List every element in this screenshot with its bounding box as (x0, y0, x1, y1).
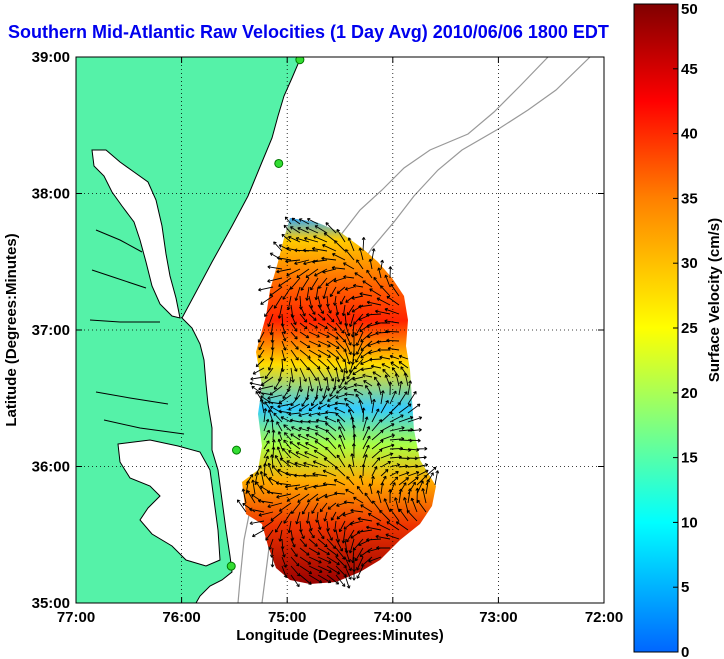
colorbar-tick-label: 10 (681, 514, 698, 531)
chesapeake-bay (91, 149, 181, 319)
y-tick-label: 38:00 (32, 186, 70, 203)
rivers (89, 229, 185, 435)
radar-site-marker (232, 445, 242, 455)
x-axis-ticks: 77:00 76:00 75:00 74:00 73:00 72:00 (57, 57, 623, 626)
colorbar-tick-label: 15 (681, 450, 698, 467)
radar-site-marker (274, 158, 284, 168)
colorbar-tick-label: 35 (681, 190, 698, 207)
y-tick-label: 35:00 (32, 595, 70, 612)
velocity-vectors (236, 216, 440, 589)
y-tick-label: 39:00 (32, 49, 70, 66)
y-tick-label: 36:00 (32, 459, 70, 476)
colorbar-tick-label: 40 (681, 126, 698, 143)
x-axis-label: Longitude (Degrees:Minutes) (236, 627, 444, 644)
y-tick-label: 37:00 (32, 322, 70, 339)
map-title: Southern Mid-Atlantic Raw Velocities (1 … (8, 22, 609, 42)
colorbar-tick-label: 45 (681, 61, 698, 78)
x-tick-label: 74:00 (374, 609, 412, 626)
radar-site-marker (295, 57, 305, 65)
x-tick-label: 76:00 (162, 609, 200, 626)
colorbar-tick-label: 20 (681, 385, 698, 402)
radar-site-marker (226, 561, 236, 571)
colorbar-tick-label: 0 (681, 644, 689, 659)
y-axis-ticks: 35:00 36:00 37:00 38:00 39:00 (32, 49, 604, 612)
colorbar (633, 3, 679, 653)
velocity-arrows (236, 216, 440, 589)
x-tick-label: 72:00 (585, 609, 623, 626)
colorbar-tick-label: 25 (681, 320, 698, 337)
grid-lines (76, 57, 604, 603)
x-tick-label: 77:00 (57, 609, 95, 626)
colorbar-tick-label: 30 (681, 255, 698, 272)
radar-sites (226, 57, 305, 571)
colorbar-ticks: 0 5 10 15 20 25 30 35 40 45 50 (673, 1, 698, 659)
x-tick-label: 75:00 (268, 609, 306, 626)
colorbar-tick-label: 5 (681, 579, 689, 596)
x-tick-label: 73:00 (479, 609, 517, 626)
colorbar-label: Surface Velocity (cm/s) (706, 218, 723, 382)
colorbar-tick-label: 50 (681, 1, 698, 18)
y-axis-label: Latitude (Degrees:Minutes) (3, 233, 20, 426)
pamlico-sound (117, 439, 221, 567)
